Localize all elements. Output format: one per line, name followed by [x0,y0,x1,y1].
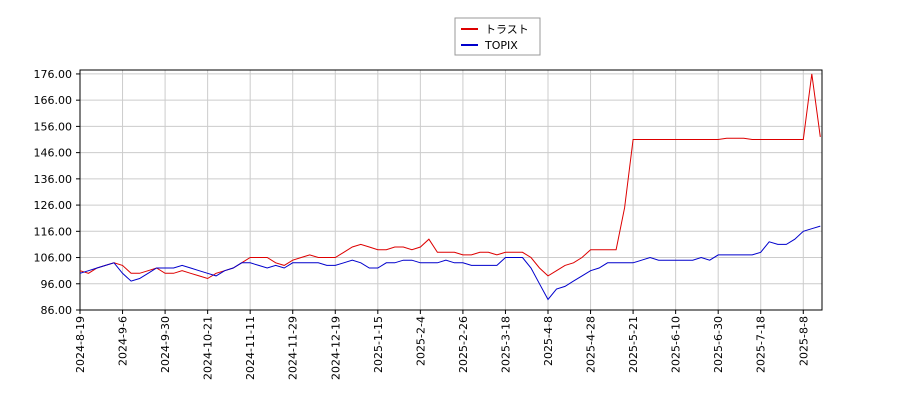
y-tick-label: 126.00 [34,199,73,212]
x-tick-label: 2025-3-18 [499,316,512,373]
x-tick-label: 2025-5-21 [627,316,640,373]
legend-label: トラスト [485,23,529,36]
y-tick-label: 166.00 [34,94,73,107]
y-tick-label: 136.00 [34,173,73,186]
x-tick-label: 2025-4-8 [542,316,555,366]
x-tick-label: 2025-8-8 [797,316,810,366]
x-tick-label: 2025-4-28 [585,316,598,373]
legend-box [454,17,541,56]
y-tick-label: 156.00 [34,120,73,133]
x-tick-label: 2025-2-26 [457,316,470,373]
x-tick-label: 2025-1-15 [372,316,385,373]
x-tick-label: 2024-12-19 [329,316,342,380]
y-tick-label: 106.00 [34,252,73,265]
x-tick-label: 2025-6-30 [712,316,725,373]
x-tick-label: 2024-11-29 [287,316,300,380]
y-tick-label: 86.00 [41,304,73,317]
x-tick-label: 2025-7-18 [755,316,768,373]
y-tick-label: 116.00 [34,225,73,238]
x-tick-label: 2024-11-11 [244,316,257,380]
x-tick-label: 2025-6-10 [670,316,683,373]
x-tick-label: 2024-8-19 [74,316,87,373]
x-tick-label: 2024-9-6 [117,316,130,366]
x-tick-label: 2025-2-4 [414,316,427,366]
y-tick-label: 96.00 [41,278,73,291]
plot-frame [79,69,823,311]
legend-label: TOPIX [484,39,518,52]
series-line [79,225,821,301]
y-tick-label: 176.00 [34,68,73,81]
series-line [79,73,821,280]
x-tick-label: 2024-9-30 [159,316,172,373]
y-tick-label: 146.00 [34,147,73,160]
x-tick-label: 2024-10-21 [202,316,215,380]
